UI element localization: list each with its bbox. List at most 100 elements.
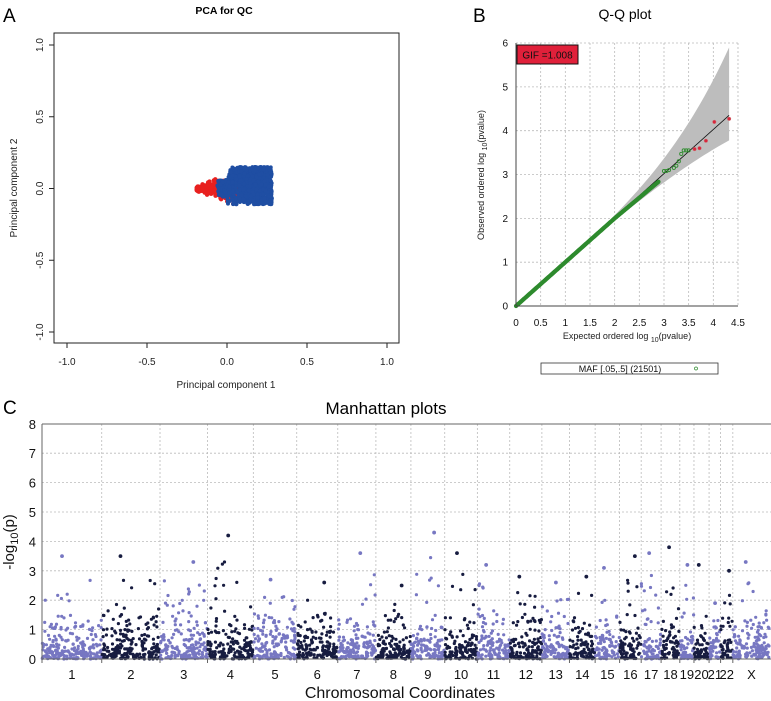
manhattan-point bbox=[310, 639, 314, 643]
qq-ticks: 0 0.5 1 1.5 2 2.5 3 3.5 4 4.5 0 1 2 3 4 5 6 bbox=[502, 39, 745, 329]
manhattan-point bbox=[320, 632, 324, 636]
manhattan-point bbox=[632, 639, 636, 643]
manhattan-point bbox=[569, 656, 573, 661]
manhattan-point bbox=[119, 613, 124, 617]
manhattan-point bbox=[559, 598, 563, 602]
manhattan-point bbox=[601, 634, 605, 638]
manhattan-point bbox=[525, 653, 529, 657]
manhattan-point bbox=[324, 633, 329, 637]
manhattan-point bbox=[472, 647, 476, 652]
manhattan-point bbox=[121, 632, 125, 637]
manhattan-point bbox=[345, 620, 349, 625]
manhattan-point bbox=[257, 654, 261, 658]
manhattan-point bbox=[54, 649, 58, 653]
manhattan-points bbox=[40, 530, 771, 661]
manhattan-point bbox=[692, 646, 696, 650]
manhattan-point bbox=[753, 645, 757, 649]
manhattan-point bbox=[349, 642, 353, 646]
pca-point-sample bbox=[255, 195, 260, 200]
manhattan-point bbox=[605, 649, 609, 653]
qq-x-tick-label: 0 bbox=[513, 318, 519, 329]
qq-y-tick-label: 2 bbox=[502, 214, 508, 225]
manhattan-point bbox=[572, 643, 576, 647]
manhattan-point bbox=[277, 653, 281, 657]
manhattan-point bbox=[237, 632, 242, 636]
manhattan-point bbox=[92, 652, 96, 656]
manhattan-point bbox=[66, 649, 70, 653]
manhattan-point bbox=[205, 655, 209, 660]
manhattan-point bbox=[392, 620, 396, 624]
pca-point-sample bbox=[241, 187, 246, 192]
manhattan-point bbox=[187, 649, 191, 653]
manhattan-point bbox=[285, 625, 289, 629]
manhattan-point bbox=[557, 624, 561, 628]
manhattan-point bbox=[366, 631, 370, 635]
manhattan-point bbox=[447, 653, 452, 657]
manhattan-point bbox=[247, 652, 252, 657]
manhattan-point bbox=[182, 653, 186, 658]
manhattan-point bbox=[536, 637, 540, 641]
manhattan-point bbox=[604, 623, 608, 628]
manhattan-point bbox=[489, 653, 493, 657]
manhattan-point bbox=[43, 620, 47, 625]
manhattan-point bbox=[213, 584, 217, 588]
manhattan-point bbox=[499, 643, 503, 647]
manhattan-point bbox=[368, 641, 372, 645]
manhattan-x-tick-label: 12 bbox=[519, 667, 533, 682]
manhattan-point bbox=[53, 653, 57, 657]
manhattan-point bbox=[348, 617, 353, 621]
manhattan-point bbox=[50, 652, 55, 656]
manhattan-point bbox=[256, 626, 260, 631]
manhattan-point bbox=[226, 642, 230, 646]
manhattan-point bbox=[478, 648, 482, 652]
manhattan-point bbox=[580, 654, 584, 658]
manhattan-point bbox=[541, 639, 546, 643]
pca-point-sample bbox=[245, 173, 250, 178]
qq-x-tick-label: 4 bbox=[711, 318, 717, 329]
manhattan-point bbox=[171, 604, 175, 608]
qq-y-label: Observed ordered log 10(pvalue) bbox=[476, 110, 489, 240]
manhattan-point bbox=[706, 642, 710, 646]
manhattan-point bbox=[247, 655, 251, 659]
manhattan-point bbox=[474, 635, 479, 639]
pca-point-sample bbox=[227, 191, 232, 196]
manhattan-point bbox=[658, 632, 663, 637]
manhattan-point bbox=[718, 650, 722, 654]
manhattan-point bbox=[384, 647, 388, 651]
manhattan-point bbox=[43, 629, 47, 633]
manhattan-point bbox=[220, 562, 224, 566]
manhattan-point bbox=[140, 640, 144, 645]
manhattan-point bbox=[731, 653, 735, 657]
qq-x-tick-label: 3.5 bbox=[682, 318, 696, 329]
manhattan-point bbox=[647, 647, 651, 651]
manhattan-point bbox=[213, 640, 217, 644]
manhattan-point bbox=[719, 624, 723, 628]
manhattan-point bbox=[528, 594, 532, 598]
pca-point-outlier bbox=[194, 188, 200, 193]
pca-point-sample bbox=[250, 174, 255, 179]
gif-badge: GIF =1.008 bbox=[516, 44, 579, 65]
manhattan-point bbox=[708, 636, 712, 640]
manhattan-point bbox=[143, 633, 147, 637]
pca-point-sample bbox=[261, 191, 266, 196]
manhattan-point bbox=[54, 637, 58, 641]
pca-point-sample bbox=[256, 166, 261, 171]
manhattan-point bbox=[527, 645, 531, 649]
manhattan-point bbox=[450, 584, 455, 589]
manhattan-point bbox=[648, 585, 653, 590]
manhattan-point bbox=[297, 650, 302, 654]
manhattan-point bbox=[246, 649, 250, 653]
manhattan-point bbox=[370, 643, 374, 647]
manhattan-point bbox=[522, 651, 527, 655]
manhattan-point bbox=[66, 626, 70, 630]
manhattan-point bbox=[230, 630, 234, 634]
qq-legend-marker bbox=[694, 366, 698, 371]
qq-x-tick-label: 1.5 bbox=[583, 318, 597, 329]
manhattan-point bbox=[767, 655, 771, 659]
manhattan-point bbox=[608, 633, 612, 637]
manhattan-point bbox=[270, 616, 274, 620]
manhattan-point bbox=[545, 644, 549, 648]
manhattan-point bbox=[714, 638, 718, 643]
manhattan-point bbox=[477, 583, 481, 588]
manhattan-point bbox=[600, 600, 604, 605]
